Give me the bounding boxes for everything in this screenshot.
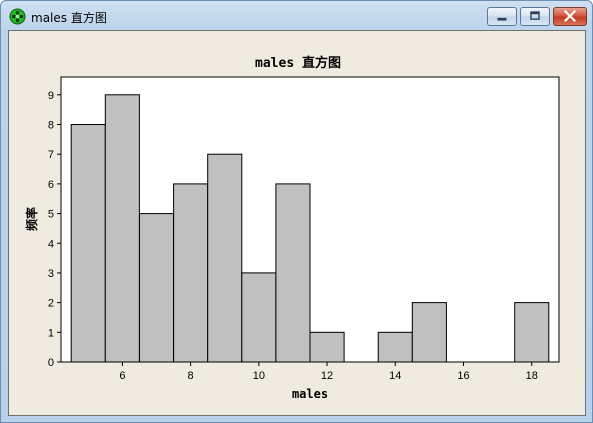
maximize-button[interactable] [520,7,550,26]
close-button[interactable] [553,7,587,26]
histogram-bar [309,331,345,363]
histogram-bar [173,183,209,363]
x-tick-label: 8 [188,370,194,382]
y-tick-label: 1 [48,327,54,339]
chart-title: males 直方图 [255,56,341,71]
y-tick-label: 8 [48,120,54,132]
histogram-bar [411,302,447,363]
x-axis-label: males [292,387,328,401]
y-tick-label: 7 [48,149,54,161]
histogram-bar [377,331,413,363]
y-tick-label: 6 [48,179,54,191]
x-tick-label: 6 [119,370,125,382]
y-tick-label: 2 [48,298,54,310]
x-tick-label: 12 [321,370,333,382]
histogram-bar [70,124,106,363]
histogram-bar [275,183,311,363]
close-icon [564,10,576,23]
histogram-bar [104,94,140,363]
minimize-button[interactable] [487,7,517,26]
y-tick-label: 0 [48,357,54,369]
minitab-graph-icon [9,8,26,25]
histogram-bar [207,153,243,363]
window-title: males 直方图 [31,11,107,25]
y-tick-label: 4 [48,238,54,250]
x-tick-label: 16 [457,370,469,382]
y-tick-label: 9 [48,90,54,102]
minimize-icon [497,17,507,21]
x-tick-label: 14 [389,370,401,382]
y-tick-label: 5 [48,209,54,221]
x-tick-label: 10 [253,370,265,382]
histogram-bar [139,213,175,363]
y-axis-ticks: 0 1 2 3 4 5 6 7 8 9 [48,90,61,369]
bars-group [70,94,550,363]
maximize-icon [530,11,540,20]
y-tick-label: 3 [48,268,54,280]
x-tick-label: 18 [526,370,538,382]
title-bar[interactable]: males 直方图 [1,1,592,31]
x-axis-ticks: 6 8 10 12 14 16 18 [119,362,538,382]
histogram-bar [241,272,277,363]
histogram-bar [514,302,550,363]
y-axis-label: 频率 [24,207,39,231]
